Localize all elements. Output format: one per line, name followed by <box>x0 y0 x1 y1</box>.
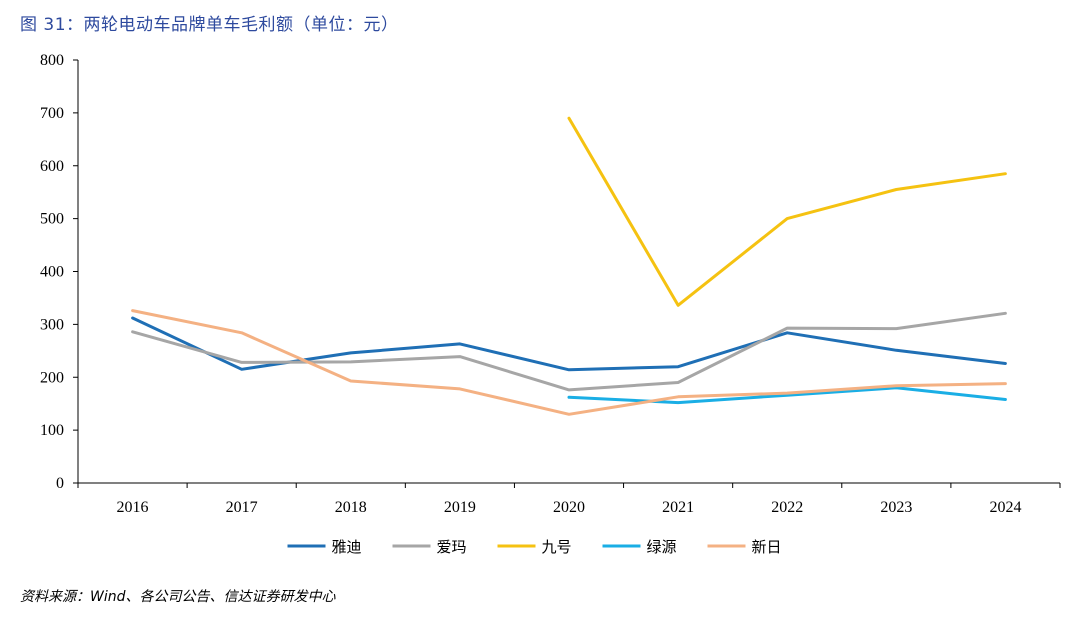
x-tick-label: 2020 <box>553 499 585 516</box>
y-tick-label: 700 <box>40 105 64 122</box>
figure-title: 图 31：两轮电动车品牌单车毛利额（单位：元） <box>20 15 399 35</box>
series-line-4 <box>567 386 1007 405</box>
series-line-1 <box>131 316 1007 372</box>
line-chart: 0 100 200 300 400 500 600 700 800 2016 2017 2018 201… <box>40 52 1061 556</box>
x-tick-label: 2018 <box>335 499 367 516</box>
series-line-5 <box>131 309 1007 416</box>
series-line-3 <box>567 116 1007 307</box>
chart-series <box>131 116 1007 416</box>
x-tick-label: 2021 <box>662 499 694 516</box>
y-tick-label: 200 <box>40 369 64 386</box>
legend-label: 爱玛 <box>437 538 467 556</box>
legend-label: 新日 <box>752 538 782 556</box>
legend-label: 绿源 <box>647 538 677 556</box>
y-tick-label: 100 <box>40 422 64 439</box>
y-tick-label: 500 <box>40 211 64 228</box>
y-tick-label: 0 <box>56 475 64 492</box>
y-tick-label: 400 <box>40 264 64 281</box>
x-tick-label: 2019 <box>444 499 476 516</box>
series-line-2 <box>131 311 1007 392</box>
legend-label: 九号 <box>542 538 572 556</box>
x-tick-label: 2017 <box>226 499 258 516</box>
chart-legend: 雅迪 爱玛 九号 绿源 新日 <box>287 538 782 556</box>
chart-axes: 0 100 200 300 400 500 600 700 800 2016 2017 2018 201… <box>40 52 1061 516</box>
y-tick-label: 600 <box>40 158 64 175</box>
y-tick-label: 800 <box>40 52 64 69</box>
y-tick-label: 300 <box>40 316 64 333</box>
x-tick-label: 2016 <box>117 499 149 516</box>
x-tick-label: 2022 <box>771 499 803 516</box>
x-tick-label: 2023 <box>880 499 912 516</box>
source-note: 资料来源：Wind、各公司公告、信达证券研发中心 <box>20 589 336 605</box>
x-tick-label: 2024 <box>989 499 1021 516</box>
legend-label: 雅迪 <box>332 538 362 556</box>
